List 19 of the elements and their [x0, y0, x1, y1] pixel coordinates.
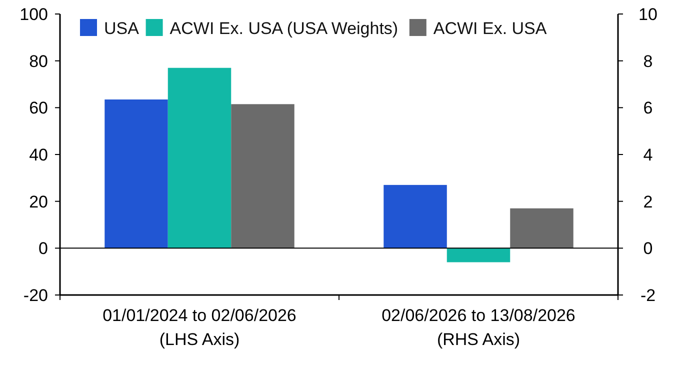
y2-tick-label: 8 [643, 52, 653, 71]
legend-label: USA [104, 19, 140, 38]
y2-tick-label: -2 [640, 286, 656, 305]
x-tick-label: 02/06/2026 to 13/08/2026 (RHS Axis) [382, 306, 576, 349]
y-tick-label: -20 [23, 286, 48, 305]
legend-label: ACWI Ex. USA [433, 19, 548, 38]
y-tick-label: 40 [29, 145, 48, 164]
y-tick-label: 60 [29, 98, 48, 118]
legend-label: ACWI Ex. USA (USA Weights) [170, 19, 398, 38]
y2-tick-label: 0 [643, 239, 653, 258]
y-tick-label: 20 [29, 192, 48, 212]
y-tick-label: 100 [20, 4, 48, 24]
y2-tick-label: 2 [643, 192, 653, 212]
y2-tick-label: 10 [638, 4, 658, 24]
y-tick-label: 0 [38, 239, 48, 258]
y-tick-label: 80 [29, 52, 48, 71]
y2-tick-label: 4 [643, 145, 653, 164]
y2-tick-label: 6 [643, 98, 653, 118]
x-tick-label: 01/01/2024 to 02/06/2026 (LHS Axis) [102, 306, 296, 349]
